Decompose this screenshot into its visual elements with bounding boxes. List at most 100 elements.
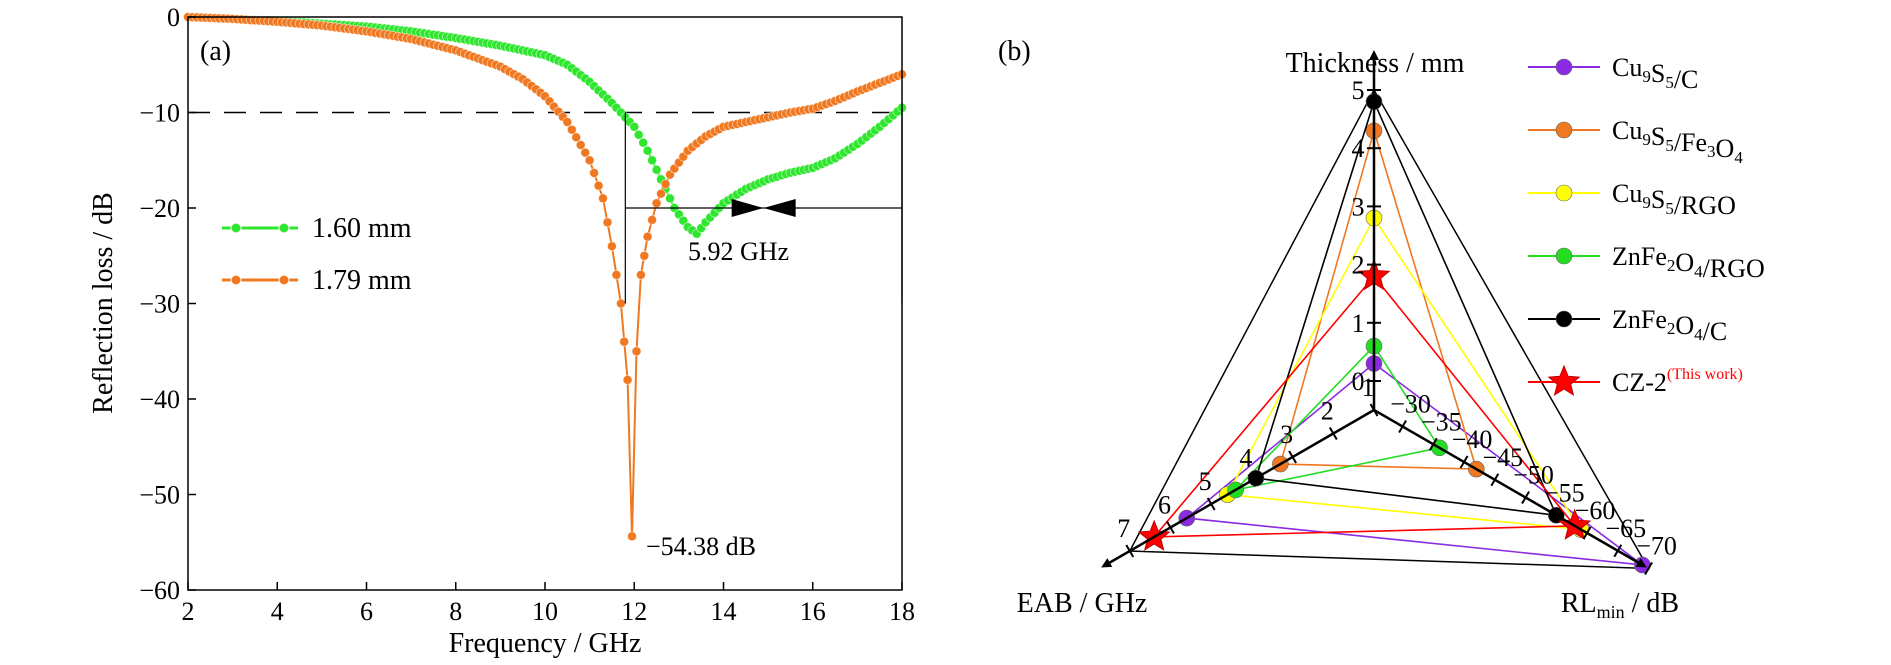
panel-label-a: (a) (200, 36, 231, 67)
x-tick-label: 4 (271, 597, 284, 626)
rlmin-tick-label: −65 (1605, 514, 1646, 543)
eab-tick-label: 1 (1362, 373, 1375, 402)
data-point (580, 147, 591, 158)
data-point (571, 132, 582, 143)
data-point (593, 180, 604, 191)
y-tick-label: −10 (139, 99, 180, 128)
data-point (639, 250, 650, 261)
radar-series-line (1152, 274, 1577, 538)
x-tick-label: 18 (889, 597, 915, 626)
legend-label: 1.79 mm (312, 265, 412, 296)
x-tick-label: 8 (449, 597, 462, 626)
data-point (584, 155, 595, 166)
data-point (638, 137, 649, 148)
legend-label: Cu9S5/C (1612, 53, 1698, 94)
radar-series-2 (1272, 122, 1485, 478)
radar-point-star (1137, 519, 1171, 551)
x-tick-label: 12 (621, 597, 647, 626)
rlmin-tick-label: −45 (1482, 443, 1523, 472)
panel-a-line-chart: 2 4 6 8 10 12 14 16 18 0 −10 −20 −30 −40 −50 −60 (a) Fr… (88, 3, 915, 659)
arrowhead-right (731, 199, 764, 217)
eab-tick-label: 7 (1117, 514, 1130, 543)
y-tick-label: −50 (139, 481, 180, 510)
data-point (665, 193, 675, 204)
data-point (651, 198, 662, 209)
panel-b-radar-chart: (b) 012345−30−35−40−45−50−55−60−65−70123… (998, 36, 1765, 622)
data-point (642, 145, 653, 156)
data-point (642, 231, 653, 242)
legend-marker (1555, 247, 1573, 265)
series-2 (183, 12, 907, 542)
legend-marker (1555, 310, 1573, 328)
thickness-tick-label: 4 (1352, 134, 1365, 163)
x-tick-label: 10 (532, 597, 558, 626)
legend-marker (230, 274, 242, 286)
eab-tick-label: 4 (1239, 444, 1252, 473)
y-tick-label: −20 (139, 194, 180, 223)
x-axis-label: Frequency / GHz (449, 628, 642, 659)
rlmin-tick (1490, 473, 1500, 487)
axis-label-thickness: Thickness / mm (1286, 48, 1465, 79)
data-point (619, 336, 630, 347)
radar-series-line (1233, 344, 1441, 492)
radar-series-line (1226, 216, 1583, 531)
radar-series-line (1279, 127, 1478, 470)
data-point (636, 269, 646, 280)
legend-b: Cu9S5/C Cu9S5/Fe3O4 Cu9S5/RGO ZnFe2O4/RGO Zn… (1528, 53, 1765, 397)
y-axis-label: Reflection loss / dB (88, 192, 119, 414)
annotations-a: 5.92 GHz −54.38 dB (624, 112, 903, 561)
y-tick-label: −30 (139, 290, 180, 319)
rlmin-tick (1582, 526, 1592, 540)
x-tick-label: 2 (182, 597, 195, 626)
x-tick-label: 14 (711, 597, 737, 626)
panel-label-b: (b) (998, 36, 1031, 67)
rlmin-tick (1398, 419, 1407, 434)
data-point (651, 164, 662, 175)
data-point (656, 188, 666, 199)
radar-series-line (1184, 362, 1646, 567)
thickness-tick-label: 3 (1352, 192, 1365, 221)
data-point (633, 129, 644, 140)
thickness-tick-label: 0 (1352, 367, 1365, 396)
legend-marker (1555, 58, 1573, 76)
eab-tick-label: 5 (1199, 467, 1212, 496)
thickness-tick-label: 5 (1352, 76, 1365, 105)
series-1 (183, 12, 907, 239)
eab-tick-label: 2 (1321, 397, 1334, 426)
rlmin-tick (1428, 437, 1438, 451)
rlmin-tick (1459, 455, 1469, 469)
x-tick-label: 6 (360, 597, 373, 626)
data-point (566, 124, 577, 135)
eab-tick (1369, 403, 1379, 417)
legend-marker (278, 222, 290, 234)
legend-a: 1.60 mm 1.79 mm (222, 213, 412, 296)
radar-series-line (1254, 99, 1558, 517)
data-point (631, 346, 642, 357)
data-point (589, 168, 599, 178)
data-point (660, 179, 671, 190)
radar-axis-rlmin (1373, 408, 1647, 568)
rlmin-tick (1551, 508, 1561, 522)
legend-marker (1555, 121, 1573, 139)
eab-tick (1328, 426, 1338, 441)
eab-tick (1166, 520, 1175, 535)
data-point (598, 193, 608, 204)
legend-marker (230, 222, 242, 234)
legend-marker (278, 274, 290, 286)
y-tick-label: −40 (139, 385, 180, 414)
legend-label: ZnFe2O4/RGO (1612, 242, 1765, 283)
data-point (607, 241, 617, 252)
data-point (602, 217, 613, 228)
rlmin-tick-label: −30 (1390, 390, 1431, 419)
rlmin-tick-label: −55 (1544, 478, 1585, 507)
rlmin-tick-label: −40 (1452, 425, 1493, 454)
legend-label: Cu9S5/Fe3O4 (1612, 116, 1743, 167)
thickness-tick-label: 2 (1352, 251, 1365, 280)
rlmin-tick (1521, 490, 1530, 505)
axis-label-rlmin: RLmin / dB (1561, 588, 1679, 622)
rlmin-tick-label: −70 (1636, 532, 1677, 561)
radar-axis-eab (1101, 408, 1375, 568)
radar-point-star (1558, 508, 1592, 540)
eab-tick (1247, 473, 1257, 488)
